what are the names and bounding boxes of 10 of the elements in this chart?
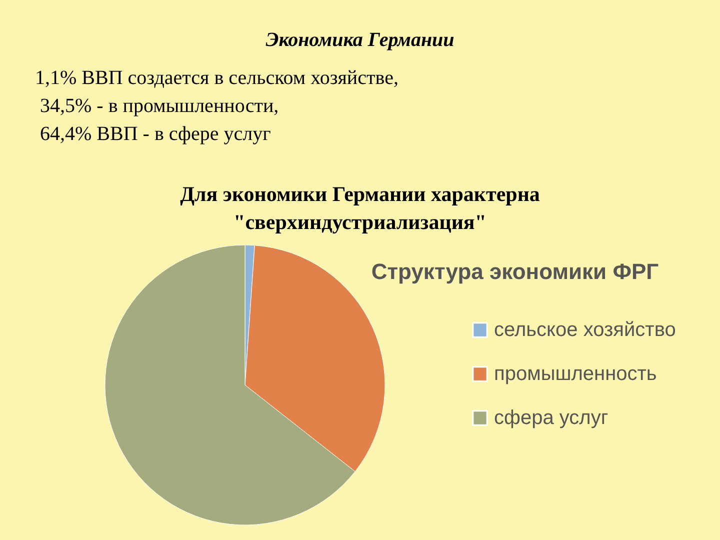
text: 1,1% ВВП создается в сельском хозяйстве, [35,67,398,89]
text: Для экономики Германии характерна [180,182,540,206]
legend-label: промышленность [494,363,657,385]
text: Структура экономики ФРГ [371,259,660,284]
text: Экономика Германии [266,29,454,51]
legend-label: сфера услуг [494,407,608,429]
text: 64,4% ВВП - в сфере услуг [40,123,271,145]
legend-label: сельское хозяйство [494,319,676,341]
text: 34,5% - в промышленности, [40,95,279,117]
text: "сверхиндустриализация" [234,210,486,234]
